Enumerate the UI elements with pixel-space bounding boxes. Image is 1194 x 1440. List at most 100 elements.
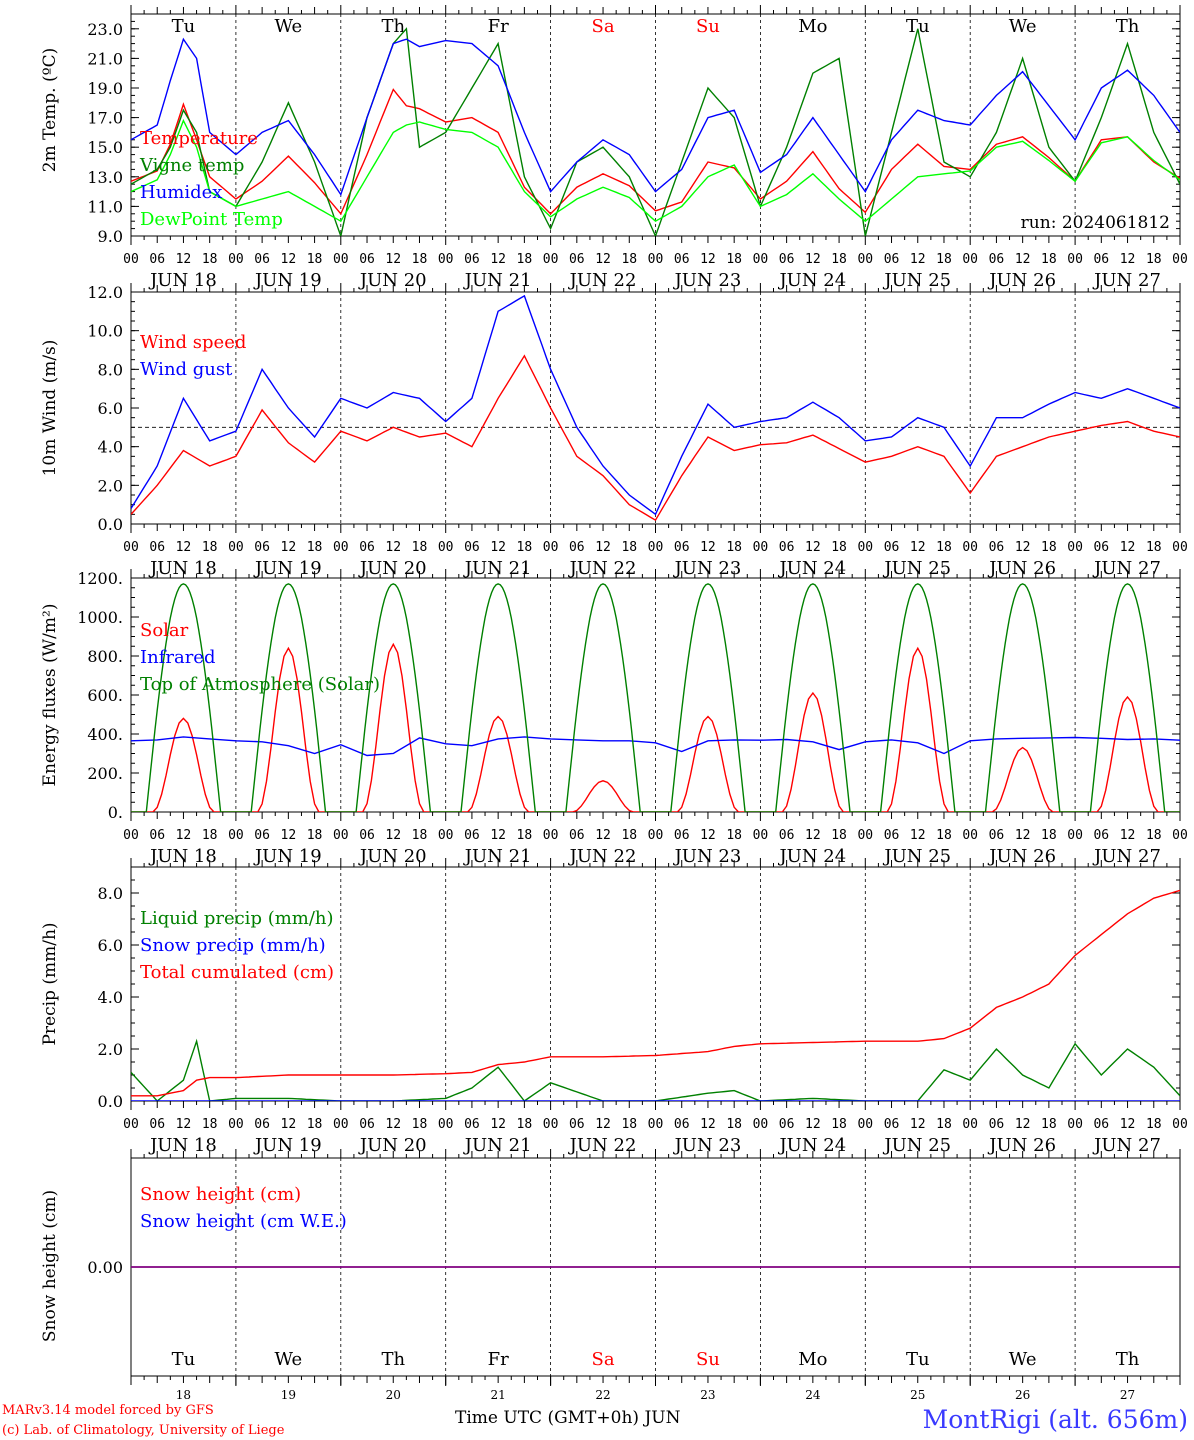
hour-label: 12 bbox=[595, 828, 611, 843]
hour-label: 12 bbox=[490, 540, 506, 555]
hour-label: 12 bbox=[805, 1117, 821, 1132]
hour-label: 18 bbox=[726, 1117, 742, 1132]
hour-label: 12 bbox=[1120, 252, 1136, 267]
hour-label: 00 bbox=[753, 828, 769, 843]
panels-layer: 9.0 11.0 13.0 15.0 17.0 19.0 21.0 23.0 2m Temp. … bbox=[40, 5, 1188, 1402]
series-line-4 bbox=[131, 118, 1180, 223]
hour-label: 00 bbox=[648, 1117, 664, 1132]
hour-label: 06 bbox=[779, 252, 795, 267]
hour-label: 00 bbox=[1067, 1117, 1083, 1132]
hour-label: 18 bbox=[621, 540, 637, 555]
hour-label: 06 bbox=[359, 1117, 375, 1132]
hour-label: 12 bbox=[176, 540, 192, 555]
hour-label: 18 bbox=[1146, 252, 1162, 267]
legend-entry-2: Wind gust bbox=[140, 359, 233, 380]
hour-label: 18 bbox=[517, 828, 533, 843]
hour-label: 06 bbox=[674, 540, 690, 555]
y-tick-label: 0.0 bbox=[98, 515, 123, 534]
hour-label: 00 bbox=[648, 828, 664, 843]
date-label: JUN 26 bbox=[987, 558, 1056, 579]
legend-entry-1: Snow height (cm) bbox=[140, 1184, 301, 1205]
date-label: JUN 21 bbox=[463, 846, 532, 867]
hour-label: 06 bbox=[254, 828, 270, 843]
hour-label: 00 bbox=[753, 252, 769, 267]
hour-label: 00 bbox=[857, 252, 873, 267]
day-number: 21 bbox=[491, 1388, 506, 1402]
day-number: 24 bbox=[805, 1388, 821, 1402]
hour-label: 00 bbox=[123, 1117, 139, 1132]
hour-label: 12 bbox=[700, 540, 716, 555]
hour-label: 12 bbox=[490, 252, 506, 267]
hour-label: 06 bbox=[464, 828, 480, 843]
hour-label: 12 bbox=[1015, 540, 1031, 555]
hour-label: 06 bbox=[149, 540, 165, 555]
hour-label: 18 bbox=[202, 252, 218, 267]
station-name: MontRigi (alt. 656m) bbox=[923, 1405, 1188, 1434]
hour-label: 12 bbox=[281, 540, 297, 555]
date-label: JUN 27 bbox=[1092, 846, 1161, 867]
hour-label: 00 bbox=[962, 540, 978, 555]
hour-label: 12 bbox=[281, 252, 297, 267]
hour-label: 12 bbox=[1015, 1117, 1031, 1132]
hour-label: 06 bbox=[569, 1117, 585, 1132]
date-label: JUN 18 bbox=[148, 558, 217, 579]
day-label-bottom: Su bbox=[696, 1349, 720, 1370]
hour-label: 00 bbox=[1067, 828, 1083, 843]
y-tick-label: 4.0 bbox=[98, 438, 123, 457]
date-label: JUN 24 bbox=[777, 558, 846, 579]
date-label: JUN 24 bbox=[777, 1135, 846, 1156]
hour-label: 18 bbox=[831, 828, 847, 843]
hour-label: 06 bbox=[884, 1117, 900, 1132]
hour-label: 12 bbox=[490, 1117, 506, 1132]
hour-label: 12 bbox=[910, 1117, 926, 1132]
hour-label: 00 bbox=[333, 1117, 349, 1132]
date-label: JUN 22 bbox=[568, 846, 637, 867]
date-label: JUN 18 bbox=[148, 1135, 217, 1156]
date-label: JUN 19 bbox=[253, 558, 322, 579]
credit-line-1: MARv3.14 model forced by GFS bbox=[2, 1403, 214, 1418]
hour-label: 12 bbox=[910, 828, 926, 843]
y-tick-label: 400. bbox=[87, 725, 123, 744]
y-tick-label: 8.0 bbox=[98, 360, 123, 379]
date-label: JUN 26 bbox=[987, 1135, 1056, 1156]
hour-label: 06 bbox=[884, 252, 900, 267]
series-layer bbox=[131, 294, 1180, 522]
legend-entry-1: Temperature bbox=[140, 128, 258, 149]
hour-label: 00 bbox=[1172, 1117, 1188, 1132]
date-label: JUN 20 bbox=[358, 270, 427, 291]
hour-label: 12 bbox=[1015, 828, 1031, 843]
legend-entry-2: Snow precip (mm/h) bbox=[140, 935, 326, 956]
date-label: JUN 25 bbox=[882, 270, 951, 291]
series-line-1 bbox=[131, 88, 1180, 216]
hour-label: 12 bbox=[176, 828, 192, 843]
hour-label: 00 bbox=[962, 828, 978, 843]
series-line-1 bbox=[131, 642, 1180, 812]
day-label-top: Sa bbox=[592, 16, 615, 37]
hour-label: 06 bbox=[359, 828, 375, 843]
y-tick-label: 17.0 bbox=[87, 109, 123, 128]
hour-label: 18 bbox=[936, 540, 952, 555]
y-tick-label: 2.0 bbox=[98, 1040, 123, 1059]
hour-label: 00 bbox=[962, 1117, 978, 1132]
day-label-top: We bbox=[1009, 16, 1037, 37]
hour-label: 00 bbox=[857, 1117, 873, 1132]
date-label: JUN 22 bbox=[568, 270, 637, 291]
date-label: JUN 19 bbox=[253, 1135, 322, 1156]
day-label-top: We bbox=[275, 16, 303, 37]
hour-label: 18 bbox=[936, 828, 952, 843]
hour-label: 06 bbox=[569, 252, 585, 267]
date-label: JUN 27 bbox=[1092, 558, 1161, 579]
hour-label: 12 bbox=[281, 828, 297, 843]
hour-label: 12 bbox=[176, 1117, 192, 1132]
hour-label: 12 bbox=[1120, 828, 1136, 843]
hour-label: 12 bbox=[595, 540, 611, 555]
hour-label: 18 bbox=[1041, 252, 1057, 267]
hour-label: 18 bbox=[307, 828, 323, 843]
hour-label: 00 bbox=[228, 828, 244, 843]
hour-label: 06 bbox=[254, 252, 270, 267]
y-tick-label: 23.0 bbox=[87, 20, 123, 39]
hour-label: 18 bbox=[1041, 540, 1057, 555]
hour-label: 12 bbox=[595, 252, 611, 267]
hour-label: 06 bbox=[149, 828, 165, 843]
